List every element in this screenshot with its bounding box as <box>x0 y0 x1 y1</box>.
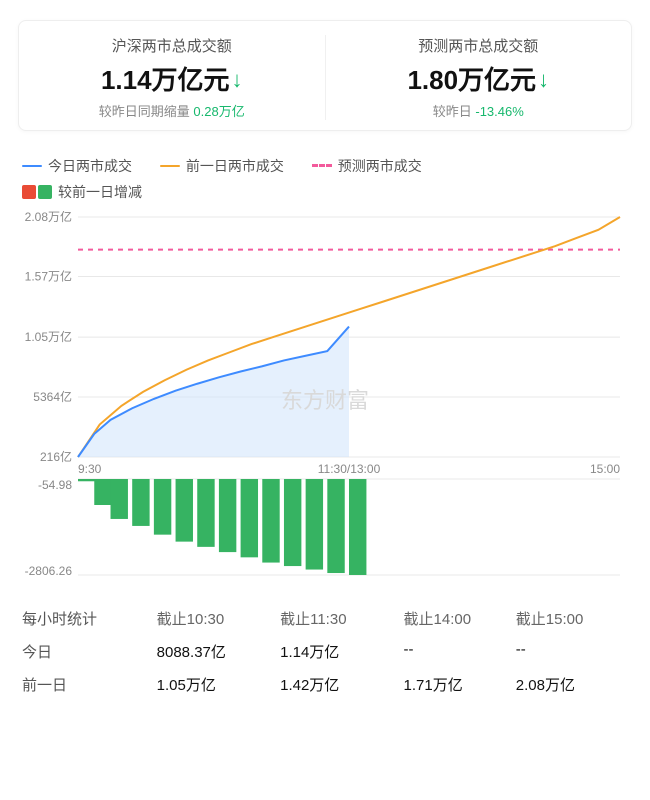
summary-right-sub: 较昨日 -13.46% <box>326 101 632 120</box>
legend-diff-swatch-pos <box>38 185 52 199</box>
svg-text:1.57万亿: 1.57万亿 <box>25 268 72 283</box>
table-col-2: 截止11:30 <box>280 602 403 635</box>
legend-pred: 预测两市成交 <box>312 153 422 179</box>
chart-legend: 今日两市成交 前一日两市成交 预测两市成交 较前一日增减 <box>22 149 628 207</box>
svg-text:5364亿: 5364亿 <box>33 389 72 404</box>
table-row-label-0: 今日 <box>22 635 157 668</box>
svg-text:-2806.26: -2806.26 <box>25 564 73 578</box>
legend-prev: 前一日两市成交 <box>160 153 284 179</box>
summary-right-value: 1.80万亿元↓ <box>326 60 632 97</box>
legend-diff-swatch-neg <box>22 185 36 199</box>
table-col-1: 截止10:30 <box>157 602 280 635</box>
table-cell: -- <box>516 635 628 668</box>
summary-card: 沪深两市总成交额 1.14万亿元↓ 较昨日同期缩量 0.28万亿 预测两市总成交… <box>18 20 632 131</box>
summary-right-title: 预测两市总成交额 <box>326 35 632 56</box>
svg-text:9:30: 9:30 <box>78 462 102 476</box>
table-row-label-1: 前一日 <box>22 668 157 701</box>
table-cell: 8088.37亿 <box>157 635 280 668</box>
legend-diff: 较前一日增减 <box>22 179 142 205</box>
summary-left: 沪深两市总成交额 1.14万亿元↓ 较昨日同期缩量 0.28万亿 <box>19 35 326 120</box>
chart: 东方财富 216亿5364亿1.05万亿1.57万亿2.08万亿9:3011:3… <box>22 211 628 586</box>
table-cell: -- <box>404 635 516 668</box>
table-cell: 1.05万亿 <box>157 668 280 701</box>
down-arrow-icon: ↓ <box>232 67 243 92</box>
svg-text:15:00: 15:00 <box>590 462 620 476</box>
svg-text:216亿: 216亿 <box>40 449 72 464</box>
summary-left-sub: 较昨日同期缩量 0.28万亿 <box>19 101 325 120</box>
svg-text:-54.98: -54.98 <box>38 478 72 492</box>
table-cell: 1.14万亿 <box>280 635 403 668</box>
svg-text:1.05万亿: 1.05万亿 <box>25 329 72 344</box>
legend-today: 今日两市成交 <box>22 153 132 179</box>
svg-text:2.08万亿: 2.08万亿 <box>25 211 72 224</box>
hourly-table: 每小时统计 截止10:30 截止11:30 截止14:00 截止15:00 今日… <box>22 602 628 701</box>
svg-text:11:30/13:00: 11:30/13:00 <box>318 462 381 476</box>
table-cell: 1.42万亿 <box>280 668 403 701</box>
table-cell: 1.71万亿 <box>404 668 516 701</box>
table-cell: 2.08万亿 <box>516 668 628 701</box>
legend-pred-swatch <box>312 164 332 167</box>
table-col-3: 截止14:00 <box>404 602 516 635</box>
legend-prev-swatch <box>160 165 180 167</box>
table-col-4: 截止15:00 <box>516 602 628 635</box>
table-corner: 每小时统计 <box>22 602 157 635</box>
summary-left-value: 1.14万亿元↓ <box>19 60 325 97</box>
summary-left-title: 沪深两市总成交额 <box>19 35 325 56</box>
legend-today-swatch <box>22 165 42 167</box>
summary-right: 预测两市总成交额 1.80万亿元↓ 较昨日 -13.46% <box>326 35 632 120</box>
down-arrow-icon: ↓ <box>538 67 549 92</box>
chart-svg: 216亿 5364亿 1.05万亿 1.57万亿 2.08万亿 9:30 11:30/13:… <box>22 211 628 581</box>
